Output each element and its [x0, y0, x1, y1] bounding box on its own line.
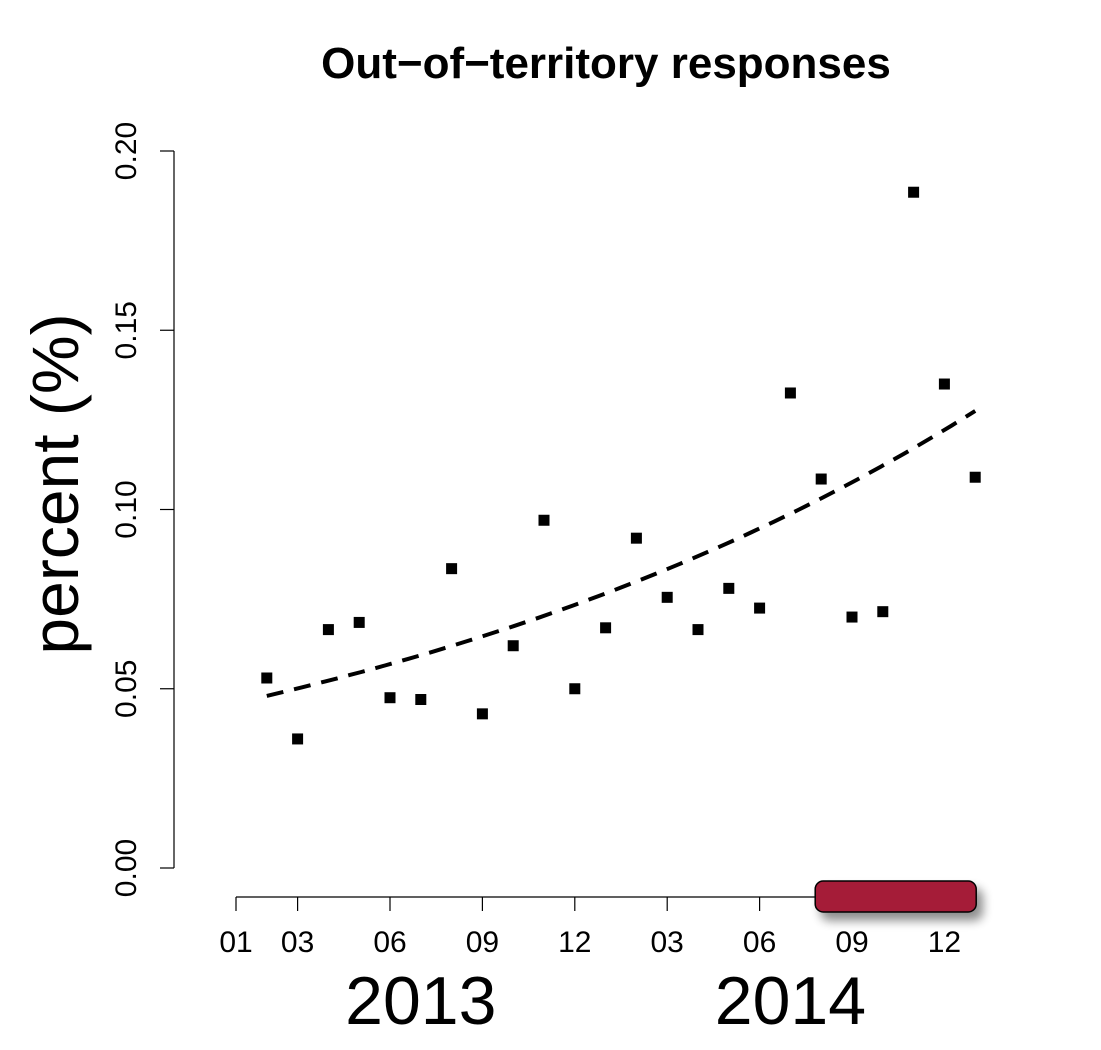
x-axis: 01 03 06 09 12 03 06 09 12 2013 2014: [219, 896, 961, 1039]
data-point: [630, 532, 642, 544]
y-axis: 0.00 0.05 0.10 0.15 0.20: [110, 122, 175, 897]
data-point: [507, 640, 519, 652]
fit-line-path: [266, 409, 977, 698]
data-point: [476, 708, 488, 720]
data-point: [322, 624, 334, 636]
data-point: [261, 672, 273, 684]
x-tick-label: 06: [743, 926, 776, 959]
data-point: [723, 582, 735, 594]
data-point: [877, 606, 889, 618]
data-point: [600, 622, 612, 634]
data-point: [384, 692, 396, 704]
x-tick-label: 01: [219, 926, 252, 959]
y-tick-label: 0.15: [110, 301, 143, 359]
chart-title: Out−of−territory responses: [321, 39, 891, 88]
y-tick-label: 0.20: [110, 122, 143, 180]
data-point: [446, 563, 458, 575]
data-point: [908, 186, 920, 198]
x-tick-label: 12: [928, 926, 961, 959]
trend-line: [266, 409, 977, 698]
data-point: [292, 733, 304, 745]
x-tick-label: 06: [373, 926, 406, 959]
highlight-period-bar: [814, 880, 977, 913]
year-label: 2014: [715, 963, 866, 1039]
data-point: [353, 616, 365, 628]
x-tick-label: 09: [835, 926, 868, 959]
data-point: [569, 683, 581, 695]
data-point: [754, 602, 766, 614]
year-label: 2013: [345, 963, 496, 1039]
data-point: [784, 387, 796, 399]
data-point: [969, 471, 981, 483]
y-axis-label: percent (%): [18, 313, 92, 654]
data-points: [261, 186, 981, 745]
y-tick-label: 0.00: [110, 839, 143, 897]
x-tick-label: 09: [466, 926, 499, 959]
data-point: [815, 473, 827, 485]
x-tick-label: 12: [558, 926, 591, 959]
x-tick-label: 03: [281, 926, 314, 959]
data-point: [415, 694, 427, 706]
data-point: [538, 514, 550, 526]
data-point: [661, 591, 673, 603]
data-point: [846, 611, 858, 623]
y-tick-label: 0.10: [110, 480, 143, 538]
data-point: [938, 378, 950, 390]
x-tick-label: 03: [651, 926, 684, 959]
y-tick-label: 0.05: [110, 660, 143, 718]
highlight-period: [814, 880, 977, 913]
data-point: [692, 624, 704, 636]
